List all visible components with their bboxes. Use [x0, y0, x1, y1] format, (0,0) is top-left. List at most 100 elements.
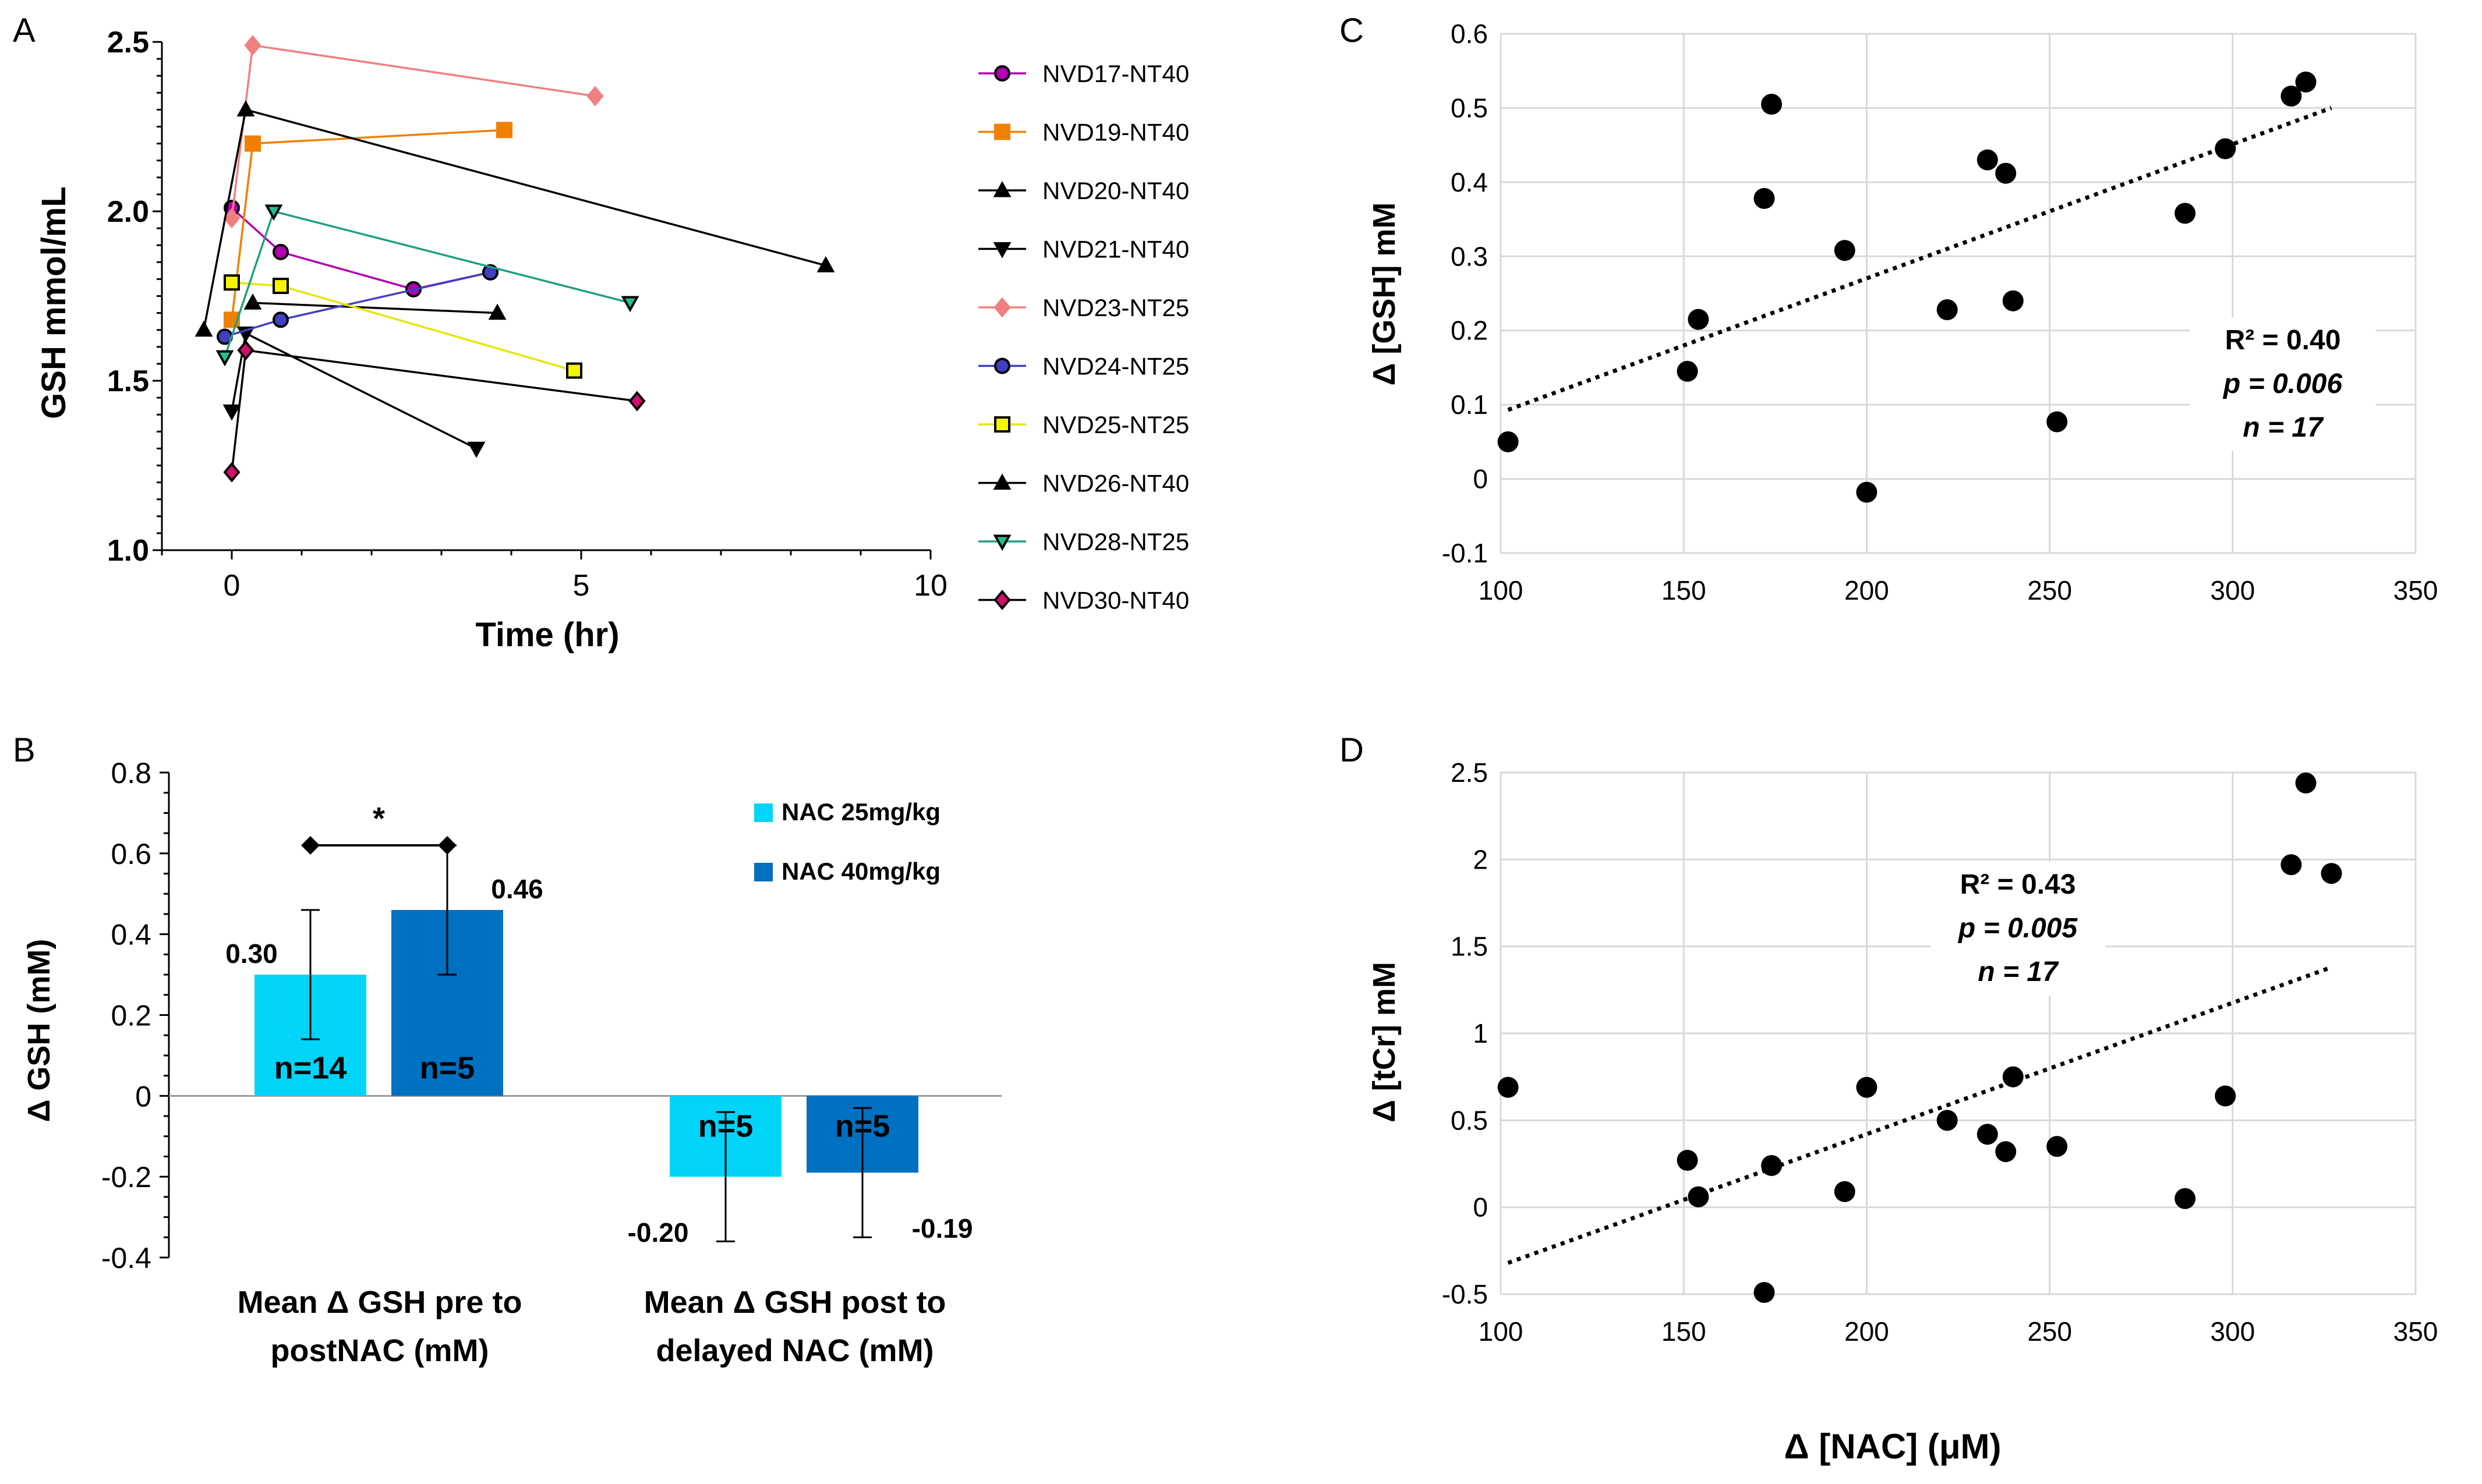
panel-b-category-2-line-1: Mean Δ GSH post to [644, 1285, 946, 1320]
bar-n-label: n=5 [420, 1050, 475, 1085]
panel-c-data-point [1753, 187, 1775, 209]
legend-marker-nvd21-nt40 [993, 242, 1012, 258]
panel-d-data-point [1834, 1181, 1855, 1202]
data-point-nvd19-nt40 [496, 122, 512, 139]
panel-a-x-tick-label: 0 [224, 569, 241, 603]
bar-n-label: n=14 [274, 1050, 347, 1085]
panel-label-a: A [13, 12, 36, 49]
panel-d-data-point [1688, 1186, 1709, 1207]
panel-d-data-point [1753, 1282, 1775, 1304]
series-line-nvd26-nt40 [203, 108, 826, 331]
legend-swatch-nac40 [754, 863, 773, 881]
panel-c-data-point [1977, 149, 1998, 171]
data-point-nvd28-nt25 [215, 350, 234, 367]
panel-b-y-tick-label: 0.6 [111, 838, 151, 870]
legend-label-nvd20-nt40: NVD20-NT40 [1042, 177, 1189, 204]
legend-label-nac40: NAC 40mg/kg [782, 858, 941, 885]
panel-c-data-point [1761, 94, 1783, 115]
panel-c-n-value: n = 17 [2243, 412, 2324, 443]
data-point-nvd17-nt40 [273, 243, 289, 260]
legend-label-nvd17-nt40: NVD17-NT40 [1042, 60, 1189, 87]
panel-c-y-tick-label: 0.6 [1451, 19, 1488, 49]
panel-c-data-point [1677, 360, 1698, 382]
panel-a-y-tick-label: 1.0 [107, 534, 149, 568]
panel-d-data-point [2046, 1136, 2068, 1157]
significance-marker [301, 835, 320, 855]
data-point-nvd26-nt40 [816, 256, 835, 272]
legend-label-nac25: NAC 25mg/kg [782, 798, 941, 826]
data-point-nvd26-nt40 [195, 320, 213, 337]
series-line-nvd23-nt25 [231, 44, 596, 218]
panel-d-data-point [2215, 1085, 2236, 1107]
panel-c-data-point [1688, 309, 1709, 330]
panel-b-y-tick-label: 0.4 [111, 919, 151, 951]
panel-d-x-tick-label: 200 [1844, 1316, 1889, 1347]
panel-d-trendline [1507, 965, 2332, 1265]
panel-d-y-tick-label: -0.5 [1442, 1279, 1488, 1309]
legend-marker-nvd26-nt40 [993, 473, 1012, 490]
panel-d-xlabel: Δ [NAC] (μM) [1784, 1427, 2001, 1466]
panel-b-y-tick-label: -0.4 [101, 1242, 151, 1274]
panel-c-data-point [1995, 162, 2017, 184]
panel-d-p-value: p = 0.005 [1957, 913, 2078, 944]
panel-b-y-tick-label: 0.8 [111, 757, 151, 789]
panel-c-data-point [1834, 240, 1855, 261]
data-point-nvd19-nt40 [245, 135, 261, 152]
panel-b-category-1-line-1: Mean Δ GSH pre to [238, 1285, 522, 1320]
legend-marker-nvd24-nt25 [994, 357, 1010, 374]
legend-label-nvd19-nt40: NVD19-NT40 [1042, 119, 1189, 146]
panel-d-x-tick-label: 250 [2027, 1316, 2072, 1347]
bar-n-label: n=5 [835, 1108, 890, 1143]
panel-c-y-tick-label: 0 [1473, 464, 1488, 494]
data-point-nvd30-nt40 [237, 340, 254, 361]
significance-label: * [373, 801, 385, 836]
panel-c-x-tick-label: 200 [1844, 575, 1889, 605]
panel-d-n-value: n = 17 [1978, 957, 2059, 987]
panel-d-y-tick-label: 2.5 [1451, 757, 1488, 788]
data-point-nvd28-nt25 [621, 296, 639, 313]
legend-label-nvd28-nt25: NVD28-NT25 [1042, 528, 1189, 555]
panel-d-y-tick-label: 2 [1473, 844, 1488, 874]
data-point-nvd23-nt25 [223, 208, 241, 229]
panel-d-data-point [1936, 1110, 1958, 1131]
panel-c-y-tick-label: 0.5 [1451, 93, 1488, 123]
panel-d-data-point [2321, 863, 2342, 884]
panel-c-y-tick-label: 0.1 [1451, 389, 1488, 420]
panel-label-c: C [1339, 12, 1364, 49]
data-point-nvd21-nt40 [222, 404, 241, 421]
panel-d-x-tick-label: 150 [1661, 1316, 1706, 1347]
panel-d-y-tick-label: 1 [1473, 1018, 1488, 1049]
data-point-nvd25-nt25 [566, 362, 582, 379]
panel-a-ylabel: GSH mmol/mL [35, 186, 73, 419]
panel-d-data-point [1497, 1076, 1519, 1098]
panel-b-y-tick-label: -0.2 [101, 1161, 151, 1193]
data-point-nvd21-nt40 [467, 441, 486, 458]
panel-c-data-point [2295, 71, 2317, 93]
data-point-nvd25-nt25 [224, 274, 240, 291]
panel-c-data-point [2281, 86, 2302, 107]
legend-label-nvd30-nt40: NVD30-NT40 [1042, 587, 1189, 614]
panel-label-b: B [13, 731, 36, 769]
data-point-nvd30-nt40 [628, 391, 646, 412]
panel-c-chart: 100 150 200 250 300 350 -0.1 0 0.1 0.2 0.3 0.4 0.5 0.… [1442, 19, 2438, 605]
bar-value-label: -0.20 [628, 1217, 689, 1248]
panel-a-xlabel: Time (hr) [475, 616, 619, 654]
panel-d-data-point [1761, 1154, 1783, 1176]
panel-c-y-tick-label: -0.1 [1442, 538, 1488, 568]
series-line-nvd24-nt25 [224, 271, 491, 338]
panel-c-p-value: p = 0.006 [2222, 369, 2342, 399]
data-point-nvd20-nt40 [488, 303, 507, 320]
panel-c-x-tick-label: 150 [1661, 575, 1706, 605]
data-point-nvd25-nt25 [273, 278, 289, 295]
panel-b-category-1-line-2: postNAC (mM) [271, 1333, 489, 1368]
legend-label-nvd24-nt25: NVD24-NT25 [1042, 353, 1189, 380]
panel-b-ylabel: Δ GSH (mM) [22, 939, 56, 1122]
panel-a-y-tick-label: 1.5 [107, 364, 149, 398]
bar-value-label: 0.30 [225, 938, 278, 969]
data-point-nvd30-nt40 [223, 462, 241, 483]
panel-d-data-point [2281, 854, 2302, 876]
panel-c-y-tick-label: 0.2 [1451, 316, 1488, 346]
panel-d-y-tick-label: 0.5 [1451, 1105, 1488, 1135]
panel-d-y-tick-label: 0 [1473, 1192, 1488, 1223]
legend-marker-nvd17-nt40 [994, 65, 1010, 82]
